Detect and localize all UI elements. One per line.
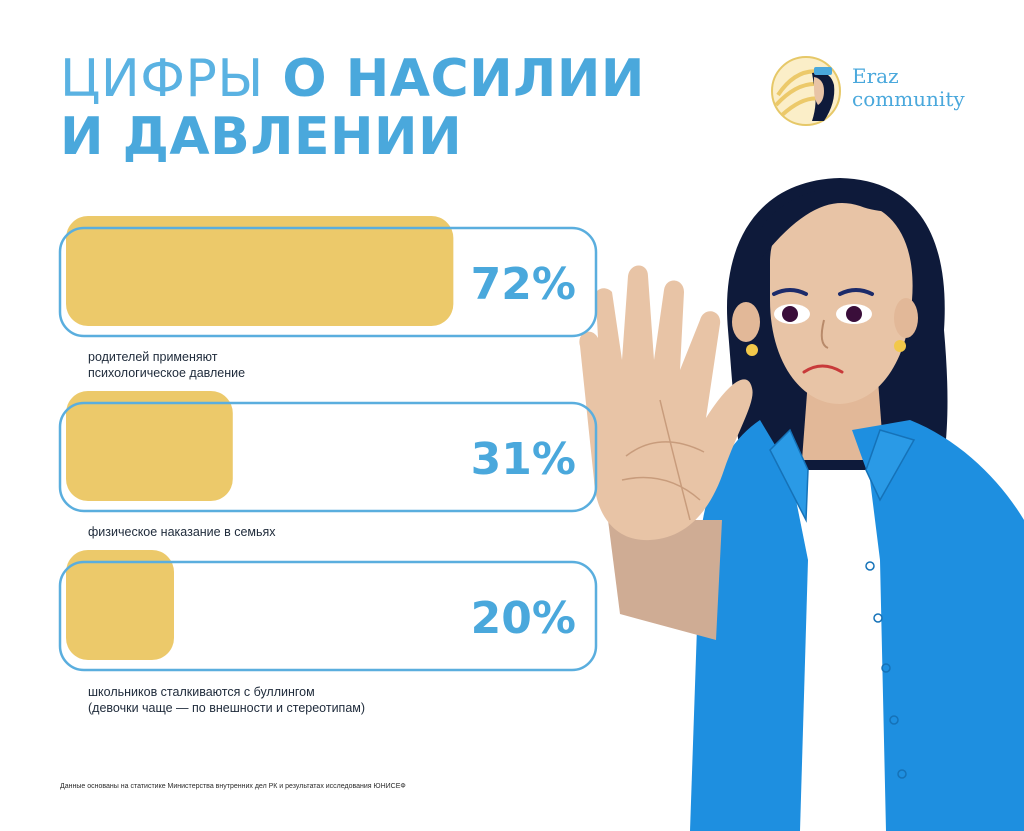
bar-frame-3	[58, 560, 598, 672]
bar-fill-1	[66, 216, 454, 326]
bar-chart: 72% 31% 20%	[58, 216, 598, 672]
title-part-bold-1: О НАСИЛИИ	[282, 49, 645, 109]
title-part-light: ЦИФРЫ	[60, 49, 264, 109]
page-title: ЦИФРЫ О НАСИЛИИ И ДАВЛЕНИИ	[60, 50, 645, 166]
eraz-community-logo: Eraz community	[768, 55, 988, 135]
bar-value-label-3: 20%	[471, 593, 576, 644]
bar-fill-2	[66, 391, 233, 501]
bar-label-1: родителей применяют психологическое давл…	[88, 350, 246, 380]
logo-line-1: Eraz	[852, 64, 899, 88]
bar-frame-1	[58, 226, 598, 338]
bar-label-2: физическое наказание в семьях	[88, 525, 276, 539]
bar-frame-2	[58, 401, 598, 513]
bar-fill-3	[66, 550, 174, 660]
logo-line-2: community	[852, 87, 965, 111]
bar-value-label-1: 72%	[471, 259, 576, 310]
title-part-bold-2: И ДАВЛЕНИИ	[60, 107, 463, 167]
bar-value-label-2: 31%	[471, 434, 576, 485]
footnote: Данные основаны на статистике Министерст…	[60, 783, 406, 790]
bar-label-3: школьников сталкиваются с буллингом (дев…	[88, 685, 366, 715]
eraz-logo-icon	[771, 56, 841, 126]
